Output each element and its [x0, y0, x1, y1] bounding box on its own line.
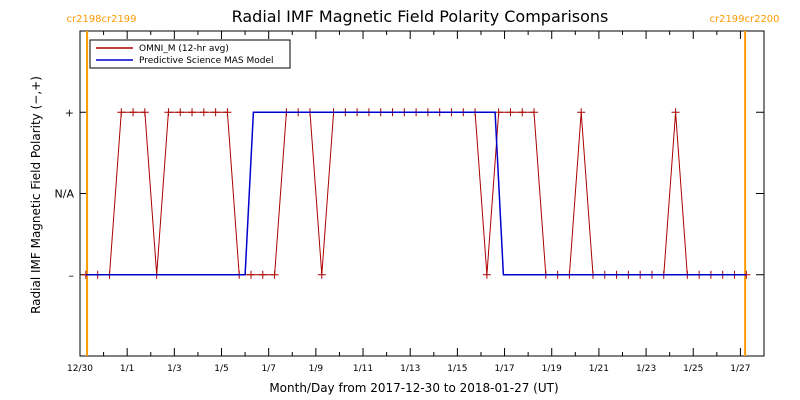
- cr-right-label-a: cr2199: [709, 14, 744, 25]
- cr-left-label-a: cr2198: [66, 14, 101, 25]
- series-line-omni: [85, 111, 747, 276]
- data-point-omni: [188, 108, 197, 117]
- cr-left-label-b: cr2199: [101, 14, 136, 25]
- chart-title: Radial IMF Magnetic Field Polarity Compa…: [232, 7, 609, 26]
- x-tick-label: 1/3: [167, 364, 181, 374]
- data-point-omni: [117, 108, 126, 117]
- data-point-omni: [211, 108, 220, 117]
- data-point-omni: [199, 108, 208, 117]
- legend-label-mas: Predictive Science MAS Model: [139, 56, 274, 66]
- x-tick-label: 12/30: [67, 364, 93, 374]
- x-tick-label: 1/27: [730, 364, 750, 374]
- data-point-omni: [530, 108, 539, 117]
- legend-box: [89, 39, 291, 69]
- carrington-markers: [86, 31, 747, 356]
- data-point-omni: [223, 108, 232, 117]
- data-point-omni: [317, 270, 326, 279]
- data-point-omni: [494, 108, 503, 117]
- data-point-omni: [140, 108, 149, 117]
- data-point-omni: [129, 108, 138, 117]
- x-tick-label: 1/25: [683, 364, 703, 374]
- x-tick-label: 1/15: [447, 364, 467, 374]
- data-point-omni: [247, 270, 255, 279]
- x-tick-label: 1/11: [353, 364, 373, 374]
- axis-ticks: 12/30 1/1 1/3 1/5 1/7 1/9 1/11 1/13 1/15 1/17 1/19…: [55, 31, 765, 374]
- series-line-mas: [85, 111, 747, 276]
- data-point-omni: [164, 108, 173, 117]
- y-tick-label: +: [65, 106, 74, 119]
- data-point-omni: [176, 108, 185, 117]
- x-tick-label: 1/9: [309, 364, 324, 374]
- data-point-omni: [258, 270, 267, 279]
- data-point-omni: [577, 108, 586, 117]
- x-tick-label: 1/1: [120, 364, 134, 374]
- x-axis-label: Month/Day from 2017-12-30 to 2018-01-27 …: [269, 381, 558, 395]
- data-point-omni: [506, 108, 515, 117]
- data-point-omni: [270, 270, 279, 279]
- x-tick-label: 1/5: [214, 364, 228, 374]
- x-tick-label: 1/17: [494, 364, 514, 374]
- data-point-omni: [518, 108, 527, 117]
- y-tick-label: –: [69, 269, 75, 282]
- x-tick-label: 1/23: [636, 364, 656, 374]
- legend: OMNI_M (12-hr avg) Predictive Science MA…: [89, 39, 291, 69]
- data-point-omni: [671, 108, 680, 117]
- cr-right-label-b: cr2200: [744, 14, 779, 25]
- series-group: [81, 108, 751, 279]
- y-tick-label: N/A: [55, 188, 75, 201]
- plot-frame: [79, 30, 765, 357]
- y-axis-label: Radial IMF Magnetic Field Polarity (−,+): [29, 76, 43, 314]
- x-tick-label: 1/13: [400, 364, 420, 374]
- x-tick-label: 1/19: [542, 364, 562, 374]
- legend-label-omni: OMNI_M (12-hr avg): [139, 44, 229, 54]
- x-tick-label: 1/21: [589, 364, 609, 374]
- x-tick-label: 1/7: [261, 364, 275, 374]
- data-point-omni: [482, 270, 491, 279]
